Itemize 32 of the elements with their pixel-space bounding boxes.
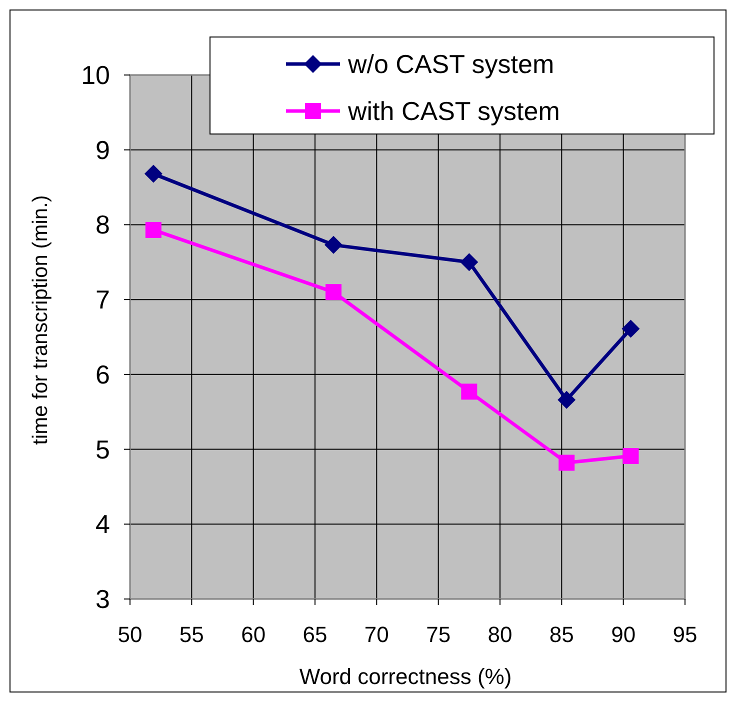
- y-axis-title: time for transcription (min.): [29, 195, 52, 445]
- x-tick-label: 60: [241, 622, 266, 647]
- x-tick-label: 70: [364, 622, 389, 647]
- point: [461, 384, 478, 400]
- x-tick-label: 55: [179, 622, 204, 647]
- y-tick-label: 10: [81, 60, 110, 90]
- y-tick-label: 6: [96, 359, 110, 390]
- y-tick-label: 5: [96, 434, 110, 464]
- legend-label: w/o CAST system: [347, 49, 554, 79]
- point: [145, 222, 162, 238]
- point: [622, 320, 640, 338]
- point: [558, 390, 576, 409]
- legend-label: with CAST system: [347, 96, 560, 126]
- x-axis-title: Word correctness (%): [299, 664, 512, 689]
- x-tick-label: 95: [672, 622, 698, 647]
- point: [144, 164, 162, 183]
- x-tick-label: 50: [118, 622, 142, 647]
- x-tick-label: 90: [611, 622, 636, 647]
- point: [326, 284, 342, 300]
- point: [324, 236, 342, 254]
- y-tick-label: 7: [96, 284, 110, 315]
- y-tick-label: 8: [96, 210, 110, 240]
- x-tick-label: 85: [549, 622, 574, 647]
- y-tick-label: 4: [96, 509, 110, 540]
- point: [622, 448, 639, 464]
- x-tick-label: 65: [302, 622, 328, 647]
- x-tick-label: 80: [488, 622, 512, 647]
- x-tick-label: 75: [426, 622, 451, 647]
- point: [558, 454, 575, 471]
- y-tick-label: 9: [96, 134, 110, 165]
- point: [460, 253, 478, 272]
- y-tick-label: 3: [96, 584, 110, 614]
